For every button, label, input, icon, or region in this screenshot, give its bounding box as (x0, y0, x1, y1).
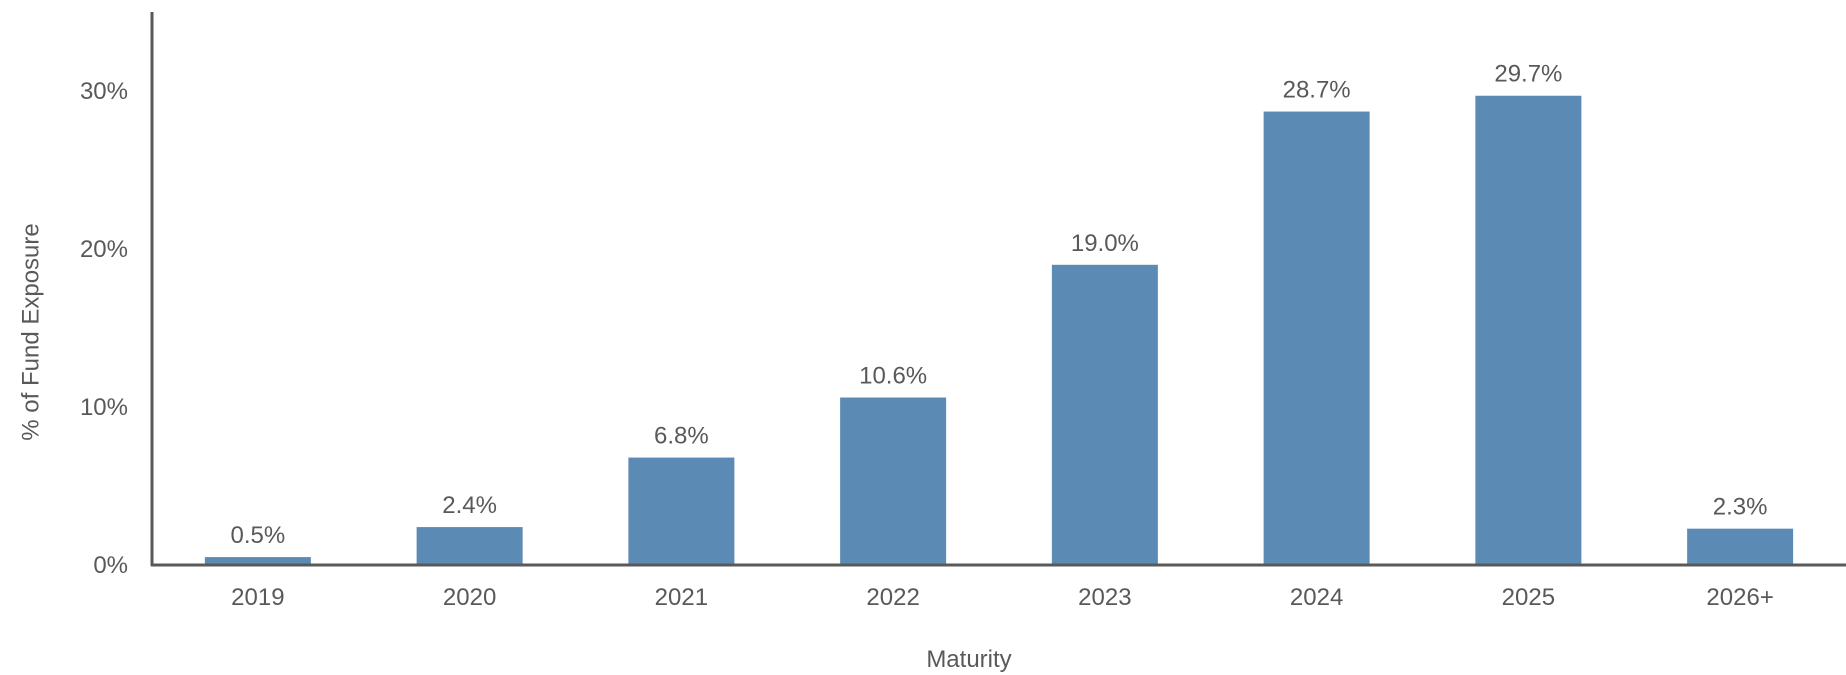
x-tick-label: 2025 (1502, 584, 1555, 611)
data-labels: 0.5% 2.4% 6.8% 10.6% 19.0% 28.7% 29.7% 2.3% (231, 61, 1768, 549)
y-axis-title: % of Fund Exposure (17, 223, 44, 440)
x-axis-title: Maturity (926, 646, 1011, 673)
bar-value-label: 10.6% (859, 363, 927, 390)
y-tick-label: 20% (80, 236, 128, 263)
bar (1687, 528, 1794, 565)
bars (204, 95, 1794, 566)
y-tick-label: 0% (93, 552, 128, 579)
bar-value-label: 2.4% (442, 492, 497, 519)
bar (628, 457, 735, 565)
bar (840, 397, 947, 565)
x-tick-label: 2021 (655, 584, 708, 611)
x-tick-label: 2020 (443, 584, 496, 611)
bar-value-label: 28.7% (1283, 77, 1351, 104)
x-tick-label: 2022 (866, 584, 919, 611)
bar-value-label: 19.0% (1071, 230, 1139, 257)
x-tick-label: 2019 (231, 584, 284, 611)
bar (1263, 111, 1370, 565)
bar (204, 557, 311, 565)
y-tick-label: 30% (80, 78, 128, 105)
bar (1051, 264, 1158, 565)
x-tick-label: 2023 (1078, 584, 1131, 611)
bar (416, 527, 523, 565)
y-tick-label: 10% (80, 394, 128, 421)
x-tick-label: 2024 (1290, 584, 1343, 611)
bar-value-label: 2.3% (1713, 494, 1768, 521)
y-axis-ticks: 0% 10% 20% 30% (80, 78, 128, 579)
bar-value-label: 6.8% (654, 423, 709, 450)
x-axis-ticks: 2019 2020 2021 2022 2023 2024 2025 2026+ (231, 584, 1774, 611)
y-axis-title-group: % of Fund Exposure (17, 223, 44, 440)
bar-value-label: 29.7% (1494, 61, 1562, 88)
x-tick-label: 2026+ (1706, 584, 1773, 611)
bar (1475, 95, 1582, 566)
bar-value-label: 0.5% (231, 522, 286, 549)
